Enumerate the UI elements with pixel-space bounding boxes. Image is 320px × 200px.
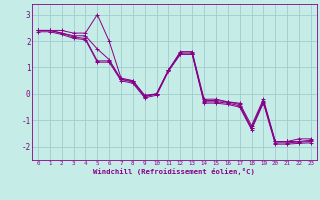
X-axis label: Windchill (Refroidissement éolien,°C): Windchill (Refroidissement éolien,°C) — [93, 168, 255, 175]
